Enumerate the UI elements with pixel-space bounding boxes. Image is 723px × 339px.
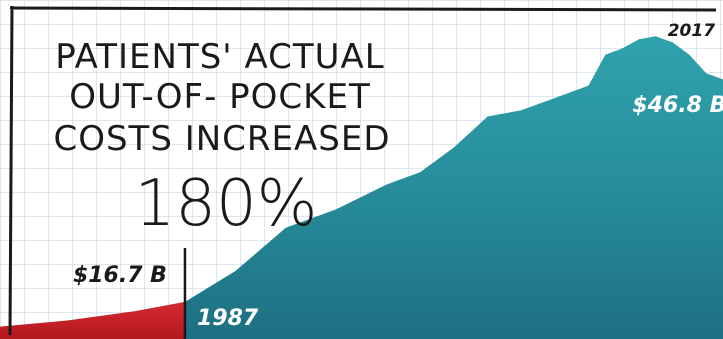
headline-line-1: PATIENTS' ACTUAL bbox=[55, 37, 384, 77]
area-before-1987 bbox=[0, 301, 185, 339]
start-value-label: $16.7 B bbox=[73, 263, 167, 288]
area-1987-to-2017 bbox=[185, 36, 723, 339]
sketch-frame bbox=[8, 5, 717, 336]
year-2017-label: 2017 bbox=[668, 21, 715, 41]
year-1987-label: 1987 bbox=[197, 306, 259, 331]
end-value-label: $46.8 B bbox=[632, 93, 723, 118]
headline-line-3: COSTS INCREASED bbox=[53, 119, 390, 159]
headline-line-2: OUT-OF- POCKET bbox=[69, 77, 370, 117]
headline-percent-increase: 180% bbox=[135, 167, 318, 241]
